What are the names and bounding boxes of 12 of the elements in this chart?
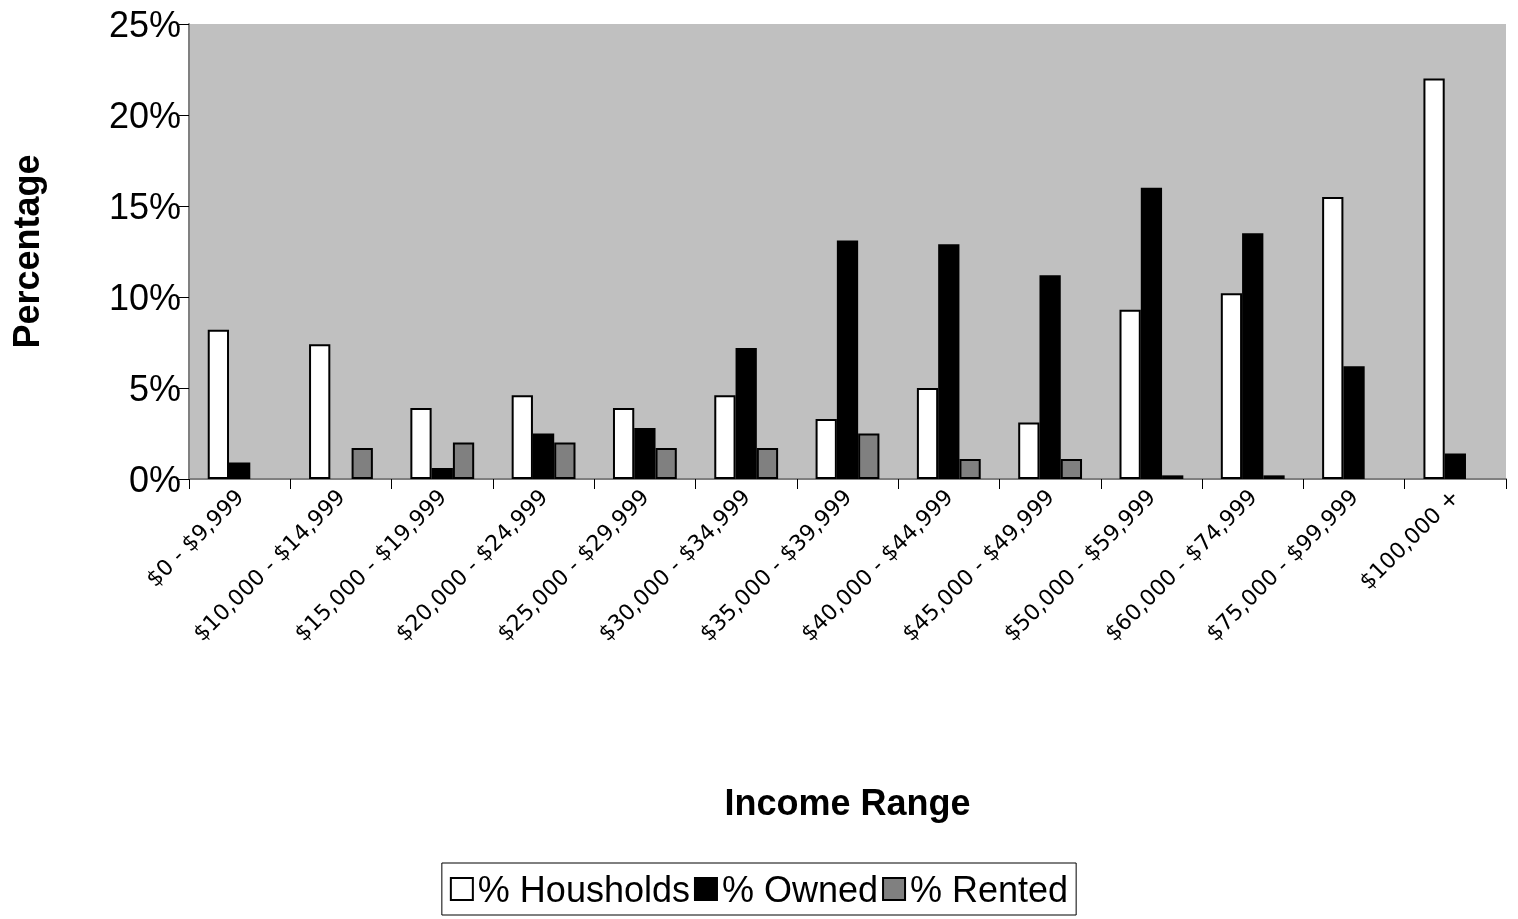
legend-label: % Owned bbox=[721, 868, 879, 910]
x-axis-title: Income Range bbox=[724, 781, 971, 823]
bar bbox=[309, 344, 331, 479]
legend-label: % Rented bbox=[910, 868, 1069, 910]
y-tick-label: 20% bbox=[108, 94, 181, 136]
legend-label: % Housholds bbox=[477, 868, 690, 910]
y-tick-label: 5% bbox=[128, 367, 181, 409]
y-tick-label: 25% bbox=[108, 3, 181, 45]
y-tick-label: 10% bbox=[108, 276, 181, 318]
y-tick-label: 15% bbox=[108, 185, 181, 227]
y-axis-title: Percentage bbox=[5, 154, 47, 349]
y-tick-label: 0% bbox=[128, 458, 181, 500]
